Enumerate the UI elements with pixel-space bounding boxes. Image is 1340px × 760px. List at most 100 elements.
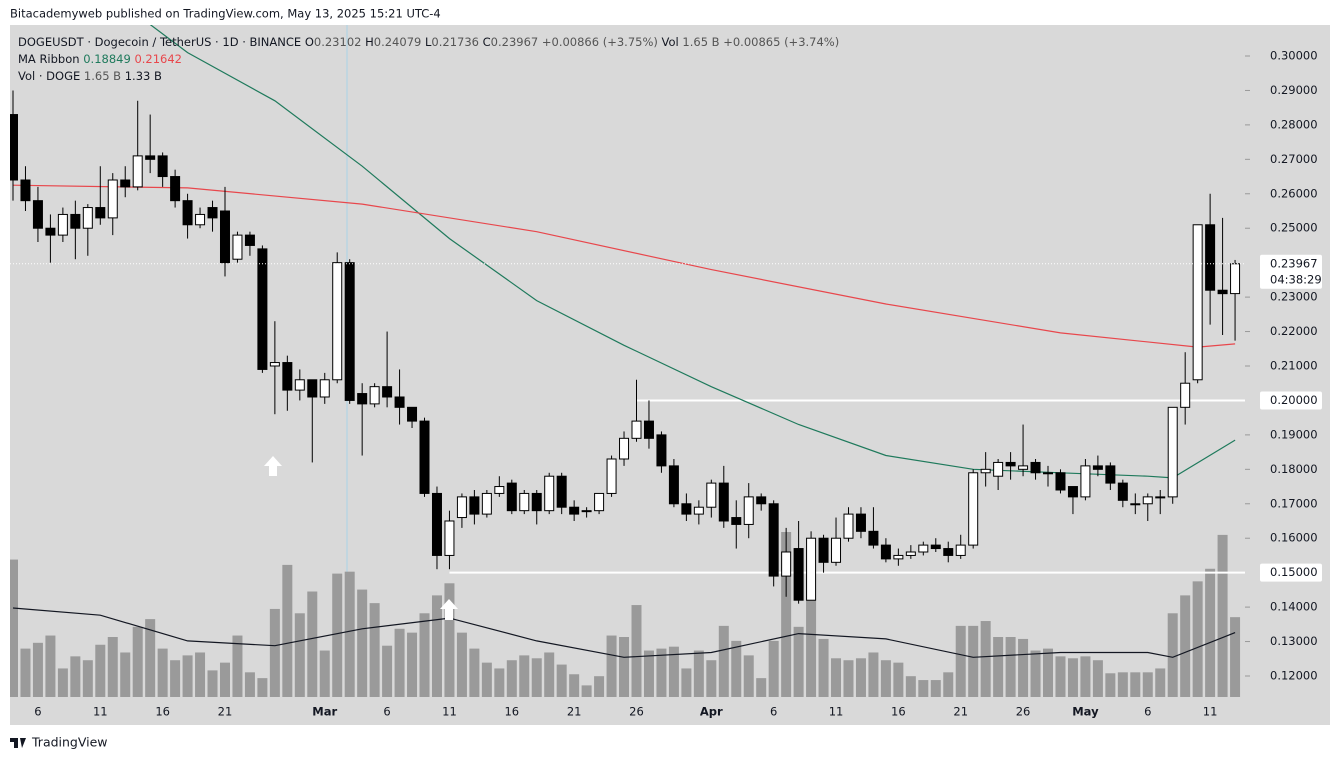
- volume-bar: [1117, 672, 1128, 697]
- candle-body: [793, 548, 804, 601]
- candle-body: [806, 537, 817, 601]
- y-tick-label: 0.26000: [1270, 186, 1318, 200]
- ohlc-letter: C: [483, 35, 491, 49]
- volume-bar: [481, 662, 492, 697]
- candle-body: [157, 155, 168, 178]
- candle-body: [1092, 465, 1103, 470]
- volume-bar: [120, 652, 131, 697]
- volume-bar: [1018, 638, 1029, 697]
- volume-bar: [868, 652, 879, 697]
- level-tag: [1260, 563, 1322, 582]
- candle-body: [469, 496, 480, 515]
- volume-bar: [806, 549, 817, 697]
- volume-bar: [1155, 668, 1166, 697]
- x-tick-label: 26: [629, 705, 644, 719]
- x-tick-label: 21: [567, 705, 582, 719]
- candle-body: [456, 496, 467, 519]
- volume-bar: [519, 655, 530, 697]
- volume-bar: [257, 678, 268, 697]
- volume-bar: [1217, 534, 1228, 697]
- volume-bar: [332, 573, 343, 697]
- volume-bar: [718, 625, 729, 697]
- volume-bar: [1130, 672, 1141, 697]
- volume-bar: [1205, 568, 1216, 697]
- candle-body: [369, 386, 380, 405]
- candle-body: [1055, 472, 1066, 491]
- arrow-up: [264, 456, 282, 476]
- candle-body: [930, 544, 941, 550]
- volume-bar: [244, 672, 255, 697]
- volume-bar: [419, 613, 430, 697]
- y-tick-label: 0.13000: [1270, 634, 1318, 648]
- y-tick-label: 0.19000: [1270, 427, 1318, 441]
- y-tick-label: 0.12000: [1270, 668, 1318, 682]
- x-tick-label: Apr: [700, 705, 723, 719]
- candle-body: [244, 234, 255, 246]
- candle-body: [831, 537, 842, 563]
- ohlc-value: 0.21736: [431, 35, 479, 49]
- candle-body: [656, 434, 667, 467]
- candle-body: [70, 213, 81, 229]
- y-tick-label: 0.29000: [1270, 83, 1318, 97]
- y-tick-label: 0.14000: [1270, 600, 1318, 614]
- ma-value: 0.21642: [134, 52, 182, 66]
- candle-body: [1117, 482, 1128, 501]
- candle-body: [993, 461, 1004, 477]
- volume-bar: [456, 632, 467, 697]
- candle-body: [643, 420, 654, 439]
- volume-bar: [1005, 637, 1016, 697]
- candle-body: [332, 262, 343, 381]
- volume-bar: [693, 650, 704, 697]
- candle-body: [943, 548, 954, 556]
- volume-bar: [968, 625, 979, 697]
- logo-mark: [10, 738, 26, 748]
- candle-body: [407, 406, 418, 422]
- x-tick-label: 11: [829, 705, 844, 719]
- x-tick-label: May: [1072, 705, 1099, 719]
- candle-body: [569, 506, 580, 515]
- ma-value: 0.18849: [83, 52, 131, 66]
- volume-bar: [1167, 613, 1178, 697]
- candle-body: [182, 200, 193, 226]
- volume-bar: [357, 589, 368, 697]
- y-tick-label: 0.16000: [1270, 531, 1318, 545]
- candle-body: [20, 179, 31, 202]
- candle-body: [706, 482, 717, 508]
- volume-bar: [232, 635, 243, 697]
- volume-bar: [556, 664, 567, 697]
- candle-body: [307, 379, 318, 398]
- y-tick-label: 0.30000: [1270, 48, 1318, 62]
- candle-body: [506, 482, 517, 512]
- volume-bar: [943, 672, 954, 697]
- candle-body: [120, 179, 131, 188]
- candle-body: [619, 437, 630, 460]
- volume-bar: [1142, 672, 1153, 697]
- volume-bar: [157, 648, 168, 697]
- volume-bar: [544, 652, 555, 697]
- candle-body: [768, 503, 779, 577]
- volume-bar: [369, 603, 380, 697]
- candle-body: [681, 503, 692, 515]
- x-tick-label: 6: [1144, 705, 1151, 719]
- volume-bar: [1067, 658, 1078, 697]
- volume-bar: [269, 608, 280, 697]
- x-tick-label: 16: [504, 705, 519, 719]
- volume-bar: [394, 628, 405, 697]
- candle-body: [818, 537, 829, 563]
- volume-bar: [10, 559, 18, 697]
- candle-body: [868, 530, 879, 546]
- candle-body: [905, 551, 916, 556]
- change: +0.00866 (+3.75%): [542, 35, 658, 49]
- candle-body: [743, 496, 754, 525]
- ohlc-letter: O: [305, 35, 314, 49]
- volume-bar: [494, 668, 505, 697]
- volume-bar: [656, 648, 667, 697]
- countdown: 04:38:29: [1270, 272, 1322, 286]
- volume-bar: [606, 635, 617, 697]
- candle-body: [843, 513, 854, 539]
- volume-bar: [1092, 660, 1103, 697]
- x-tick-label: 11: [93, 705, 108, 719]
- candle-body: [1192, 224, 1203, 381]
- x-tick-label: 21: [953, 705, 968, 719]
- volume-bar: [743, 655, 754, 697]
